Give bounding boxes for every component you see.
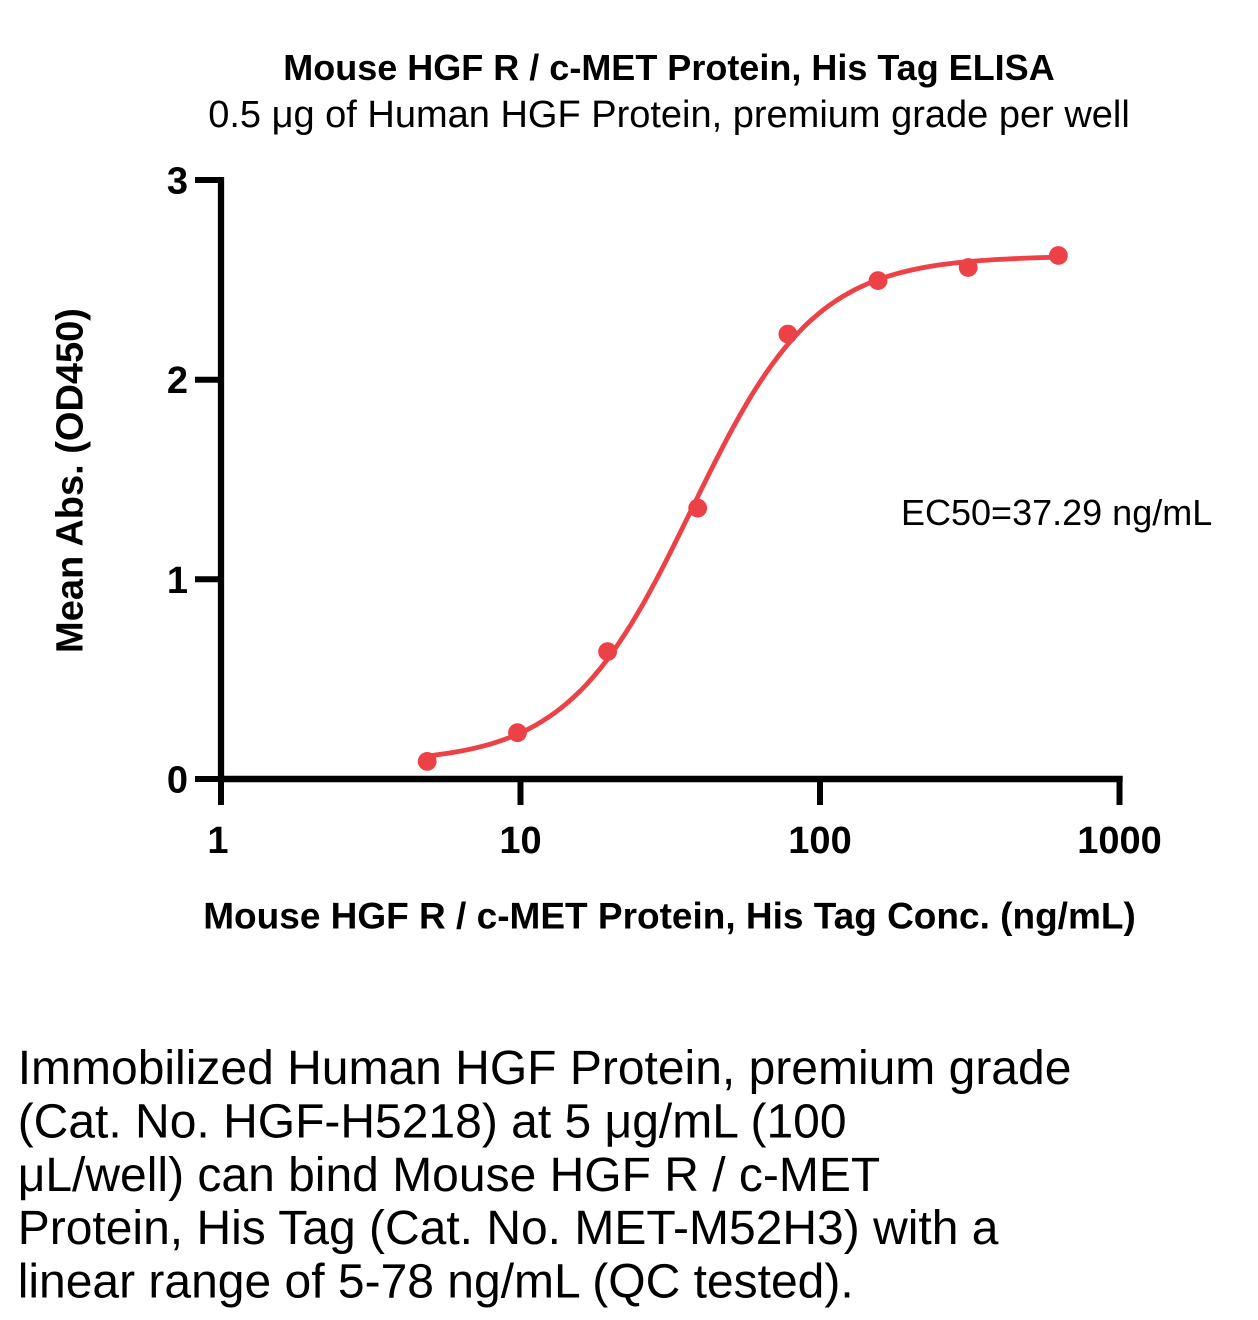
svg-text:Mouse HGF R / c-MET Protein, H: Mouse HGF R / c-MET Protein, His Tag ELI… <box>283 47 1054 88</box>
svg-text:Immobilized Human HGF Protein,: Immobilized Human HGF Protein, premium g… <box>18 1042 1072 1095</box>
svg-text:3: 3 <box>167 161 188 203</box>
svg-text:EC50=37.29 ng/mL: EC50=37.29 ng/mL <box>901 492 1212 533</box>
svg-text:μL/well) can bind Mouse HGF R: μL/well) can bind Mouse HGF R / c-MET <box>18 1149 881 1202</box>
svg-text:Protein, His Tag (Cat. No. MET: Protein, His Tag (Cat. No. MET-M52H3) wi… <box>18 1202 999 1255</box>
svg-text:1: 1 <box>207 820 228 862</box>
svg-text:Mouse HGF R / c-MET Protein, H: Mouse HGF R / c-MET Protein, His Tag Con… <box>203 896 1136 937</box>
svg-text:0: 0 <box>167 760 188 802</box>
svg-text:2: 2 <box>167 360 188 402</box>
svg-text:1000: 1000 <box>1077 820 1162 862</box>
svg-text:(Cat. No. HGF-H5218) at 5 μg/m: (Cat. No. HGF-H5218) at 5 μg/mL (100 <box>18 1096 847 1149</box>
svg-text:1: 1 <box>167 560 188 602</box>
svg-text:linear range of 5-78 ng/mL (QC: linear range of 5-78 ng/mL (QC tested). <box>18 1255 854 1308</box>
svg-text:10: 10 <box>499 820 541 862</box>
svg-text:Mean Abs. (OD450): Mean Abs. (OD450) <box>50 308 92 653</box>
svg-text:100: 100 <box>788 820 851 862</box>
svg-text:0.5 μg of Human HGF Protein, p: 0.5 μg of Human HGF Protein, premium gra… <box>208 94 1130 136</box>
